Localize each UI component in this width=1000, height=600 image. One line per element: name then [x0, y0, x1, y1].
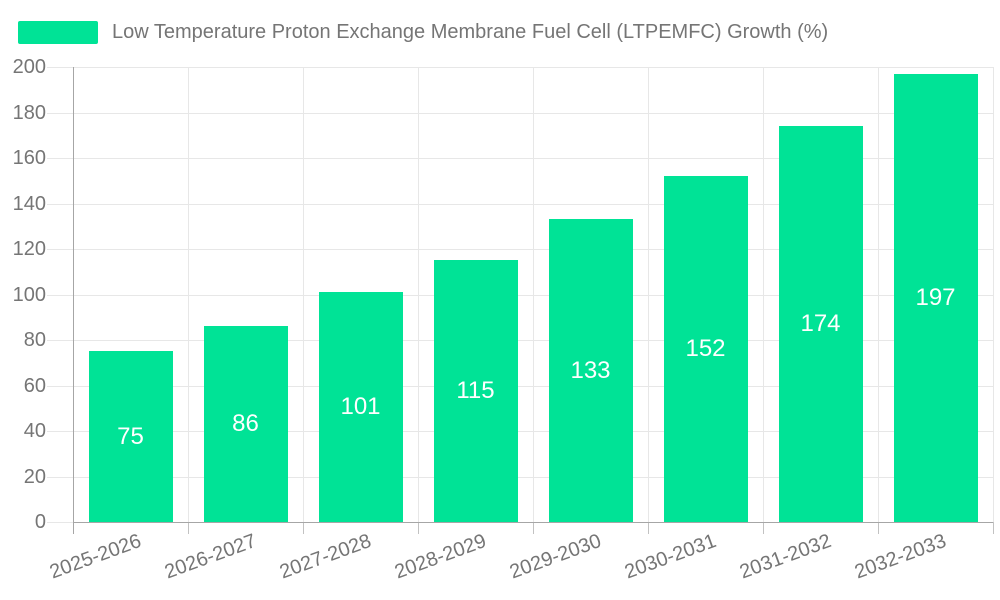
legend-label: Low Temperature Proton Exchange Membrane… — [112, 21, 829, 43]
x-axis-tick-label: 2032-2033 — [851, 530, 950, 584]
x-axis-tick — [763, 522, 764, 534]
y-axis-tick-label: 60 — [23, 374, 46, 397]
gridline-vertical — [878, 67, 879, 522]
legend-swatch — [18, 21, 98, 44]
bar[interactable]: 75 — [88, 351, 173, 522]
y-axis-tick — [47, 158, 73, 159]
x-axis-tick — [418, 522, 419, 534]
bar[interactable]: 133 — [548, 219, 633, 522]
y-axis-tick-label: 100 — [12, 283, 46, 306]
bar-value-label: 115 — [456, 377, 495, 405]
gridline-vertical — [763, 67, 764, 522]
bar-value-label: 174 — [800, 310, 841, 338]
y-axis-tick-label: 120 — [12, 238, 46, 260]
x-axis-tick — [993, 522, 994, 534]
bar[interactable]: 101 — [318, 292, 403, 522]
y-axis-tick-label: 140 — [12, 192, 46, 215]
gridline-vertical — [303, 67, 304, 522]
gridline-vertical — [648, 67, 649, 522]
x-axis-tick — [188, 522, 189, 534]
bar-value-label: 152 — [685, 335, 726, 363]
y-axis-tick-label: 200 — [12, 56, 46, 78]
x-axis-tick — [533, 522, 534, 534]
y-axis-tick-label: 40 — [23, 420, 46, 442]
y-axis-line — [73, 67, 74, 534]
bar[interactable]: 115 — [433, 260, 518, 522]
y-axis-tick — [47, 294, 73, 296]
x-axis-tick-label: 2031-2032 — [736, 530, 835, 584]
gridline-vertical — [418, 67, 419, 522]
y-axis-tick — [47, 431, 73, 432]
y-axis-tick-label: 180 — [12, 101, 46, 124]
x-axis-tick-label: 2025-2026 — [46, 530, 145, 584]
plot-area: 0 20 40 60 80 100 120 140 160 180 200 75 86 101 115 133… — [13, 57, 994, 583]
bar-value-label: 75 — [117, 422, 144, 450]
y-axis-tick-label: 160 — [12, 147, 46, 169]
x-axis-line — [73, 522, 993, 523]
x-axis-tick-label: 2027-2028 — [276, 530, 375, 584]
bar[interactable]: 152 — [663, 176, 748, 522]
bar-value-label: 133 — [570, 356, 611, 384]
x-axis-tick — [303, 522, 304, 534]
bar-value-label: 86 — [232, 410, 259, 438]
x-axis-tick-label: 2026-2027 — [161, 530, 260, 584]
y-axis-tick — [47, 522, 73, 523]
y-axis-tick-label: 20 — [23, 465, 46, 488]
x-axis-tick — [878, 522, 879, 534]
y-axis-tick — [47, 385, 73, 387]
y-axis-tick-label: 0 — [34, 511, 46, 533]
bar-value-label: 101 — [340, 393, 381, 421]
gridline-vertical — [533, 67, 534, 522]
y-axis-tick — [47, 112, 73, 114]
bar[interactable]: 86 — [203, 326, 288, 522]
bar[interactable]: 197 — [893, 73, 978, 522]
y-axis-tick — [47, 67, 73, 68]
bar-value-label: 197 — [915, 283, 956, 311]
bar[interactable]: 174 — [778, 126, 863, 522]
gridline-vertical — [188, 67, 189, 522]
x-axis-tick-label: 2030-2031 — [621, 530, 720, 584]
y-axis-tick-label: 80 — [23, 329, 46, 351]
gridline-vertical — [993, 67, 994, 522]
x-axis-tick-label: 2028-2029 — [391, 530, 490, 584]
y-axis-tick — [47, 476, 73, 478]
y-axis-tick — [47, 203, 73, 205]
x-axis-tick — [648, 522, 649, 534]
legend[interactable]: Low Temperature Proton Exchange Membrane… — [18, 21, 828, 44]
y-axis-tick — [47, 340, 73, 341]
x-axis-tick-label: 2029-2030 — [506, 530, 605, 584]
y-axis-tick — [47, 249, 73, 250]
